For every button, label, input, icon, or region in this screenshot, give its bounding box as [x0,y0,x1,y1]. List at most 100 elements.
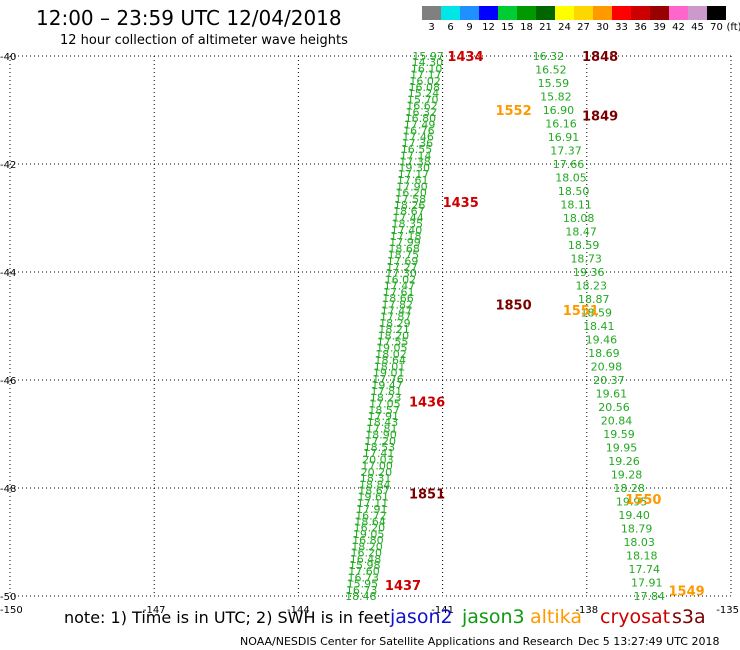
swh-value-track-B-13: 18.47 [565,226,597,239]
swh-value-track-A-41: 17.47 [381,304,413,317]
swh-value-track-A-28: 17.40 [391,224,423,237]
swh-value-track-A-3: 17.17 [410,69,442,82]
swh-value-track-A-37: 17.47 [384,280,416,293]
swh-value-track-A-86: 16.73 [346,584,378,597]
color-scale-swatch-6 [536,6,555,20]
swh-value-track-B-24: 20.37 [593,374,625,387]
color-scale-swatch-7 [555,6,574,20]
swh-value-track-B-26: 20.56 [598,401,630,414]
swh-value-track-A-55: 18.23 [370,391,402,404]
color-scale-swatch-11 [631,6,650,20]
swh-value-track-B-36: 18.03 [623,536,655,549]
swh-value-track-A-31: 18.68 [388,242,420,255]
pass-time-label-4: 1435 [443,196,479,211]
pass-time-label-2: 1552 [495,104,531,119]
color-scale-label-1: 6 [447,22,454,33]
pass-time-labels: 1434 1848 1552 1849 1435 1850 1551 1436 1851 1550… [385,50,705,600]
legend-item-jason3: jason3 [462,606,525,628]
swh-value-track-A-87: 18.48 [345,590,377,603]
swh-value-track-A-85: 15.95 [347,578,379,591]
swh-value-track-A-5: 16.08 [409,81,441,94]
color-scale-swatch-5 [517,6,536,20]
swh-value-track-A-22: 16.20 [395,187,427,200]
swh-value-track-A-58: 17.91 [368,410,400,423]
lat-tick-label-0: -40 [0,52,16,63]
swh-value-track-B-0: 16.32 [533,50,565,63]
swh-value-track-A-61: 18.90 [365,429,397,442]
swh-value-track-B-5: 16.16 [545,118,577,131]
color-scale-label-13: 42 [672,22,685,33]
swh-value-track-A-81: 16.48 [350,553,382,566]
lon-tick-label-3: -141 [431,605,454,616]
color-scale-label-9: 30 [596,22,609,33]
swh-value-track-A-57: 18.57 [368,404,400,417]
swh-value-track-A-59: 18.43 [367,416,399,429]
swh-value-track-B-2: 15.59 [538,77,570,90]
legend-item-cryosat: cryosat [600,606,671,628]
swh-value-track-B-11: 18.11 [560,199,592,212]
color-scale-label-10: 33 [615,22,628,33]
swh-value-track-A-43: 18.29 [379,317,411,330]
swh-value-track-A-64: 17.41 [363,447,395,460]
swh-value-track-A-65: 20.03 [362,453,394,466]
satellite-tracks: 15.9714.3016.1017.1716.0216.0815.2415.70… [345,50,665,603]
swh-value-track-B-17: 18.23 [575,280,607,293]
lat-tick-label-3: -46 [0,376,16,387]
swh-value-track-A-42: 17.87 [380,311,412,324]
swh-value-track-B-6: 16.91 [548,131,580,144]
swh-value-track-A-39: 18.66 [382,292,414,305]
swh-value-track-A-19: 17.17 [398,168,430,181]
color-scale-swatch-2 [460,6,479,20]
swh-value-track-A-62: 17.20 [364,435,396,448]
swh-value-track-B-19: 18.59 [581,307,613,320]
swh-value-track-B-10: 18.50 [558,185,590,198]
color-scale-swatch-15 [707,6,726,20]
swh-value-track-A-67: 20.20 [361,466,393,479]
swh-value-track-A-0: 15.97 [412,50,444,63]
swh-value-track-B-16: 19.36 [573,266,605,279]
swh-value-track-B-29: 19.95 [606,442,638,455]
lon-tick-label-4: -138 [575,605,598,616]
swh-value-track-A-84: 16.73 [347,571,379,584]
color-scale-swatch-0 [422,6,441,20]
lon-tick-label-1: -147 [143,605,166,616]
swh-value-track-A-34: 17.27 [386,261,418,274]
swh-value-track-A-80: 16.20 [351,547,383,560]
swh-value-track-A-21: 17.90 [396,180,428,193]
swh-value-track-A-30: 17.99 [389,236,421,249]
swh-value-track-B-1: 16.52 [535,64,567,77]
color-scale-label-6: 21 [539,22,552,33]
swh-value-track-B-18: 18.87 [578,293,610,306]
pass-time-label-6: 1551 [563,304,599,319]
pass-time-label-9: 1550 [625,493,661,508]
swh-value-track-A-20: 17.61 [397,174,429,187]
color-scale-swatch-14 [688,6,707,20]
swh-value-track-A-79: 18.20 [351,540,383,553]
swh-value-track-A-75: 18.64 [354,516,386,529]
swh-value-track-B-22: 18.69 [588,347,620,360]
swh-value-track-A-14: 17.36 [402,137,434,150]
lat-tick-label-4: -48 [0,484,16,495]
swh-value-track-A-78: 16.80 [352,534,384,547]
axis-labels: -150 -147 -144 -141 -138 -135 -40 -42 -44 -46 -48 -… [0,52,739,616]
units-note: note: 1) Time is in UTC; 2) SWH is in fe… [64,608,390,627]
swh-value-track-A-60: 17.81 [366,422,398,435]
pass-time-label-3: 1849 [582,109,618,124]
color-scale-label-12: 39 [653,22,666,33]
swh-value-track-B-30: 19.26 [608,455,640,468]
color-scale-swatch-9 [593,6,612,20]
swh-value-track-B-40: 17.84 [634,590,666,603]
swh-value-track-B-15: 18.73 [570,253,602,266]
swh-value-track-A-7: 15.70 [407,93,439,106]
chart-subtitle: 12 hour collection of altimeter wave hei… [60,33,348,48]
swh-value-track-B-27: 20.84 [601,415,633,428]
swh-value-track-A-17: 17.38 [399,156,431,169]
swh-value-track-A-10: 16.80 [405,112,437,125]
swh-value-track-A-13: 17.46 [402,131,434,144]
swh-value-track-A-8: 16.62 [406,100,438,113]
color-scale-swatch-8 [574,6,593,20]
swh-value-track-A-71: 19.61 [358,491,390,504]
swh-value-track-A-82: 15.98 [349,559,381,572]
color-scale-swatch-1 [441,6,460,20]
